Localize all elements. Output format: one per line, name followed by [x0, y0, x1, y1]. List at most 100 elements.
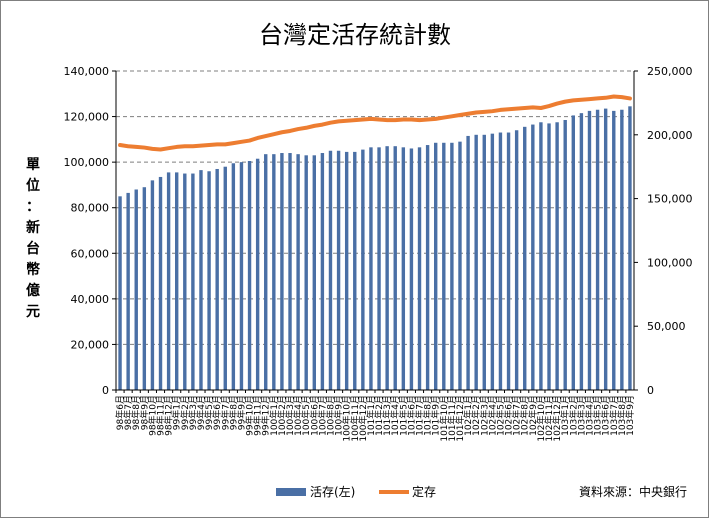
x-tick-label: 100年7月 — [316, 395, 328, 436]
bar — [191, 173, 195, 390]
y-unit-char: 位 — [26, 177, 40, 194]
legend-swatch-demand — [276, 488, 306, 496]
x-tick-label: 99年11月 — [252, 395, 264, 436]
x-tick-label: 101年7月 — [414, 395, 426, 436]
y-unit-char: ： — [26, 199, 40, 215]
bar — [579, 113, 584, 391]
bar — [442, 142, 446, 390]
bar — [336, 150, 341, 390]
bar — [280, 153, 284, 390]
y-unit-char: 單 — [26, 157, 40, 173]
bar — [312, 155, 316, 390]
x-tick-label: 103年9月 — [624, 395, 636, 436]
bar — [563, 119, 567, 391]
x-tick-label: 103年5月 — [592, 395, 604, 436]
x-tick-label: 98年12月 — [163, 395, 175, 436]
x-tick-label: 103年2月 — [567, 395, 579, 436]
bar — [175, 172, 179, 390]
bar — [199, 170, 203, 390]
right-tick-label: 250,000 — [647, 65, 693, 78]
x-tick-label: 102年1月 — [462, 395, 474, 436]
x-tick-label: 102年10月 — [535, 395, 547, 442]
bar — [353, 151, 357, 390]
bar — [215, 168, 219, 390]
x-tick-label: 101年1月 — [365, 395, 377, 436]
x-tick-label: 99年1月 — [171, 395, 183, 430]
x-tick-label: 100年10月 — [341, 395, 353, 442]
x-tick-label: 98年6月 — [114, 395, 126, 430]
time-deposit-line — [118, 94, 632, 152]
x-tick-label: 99年10月 — [244, 395, 256, 436]
line-series-time-deposits — [118, 94, 632, 152]
bar — [393, 146, 397, 390]
bar — [361, 149, 365, 390]
bar — [239, 162, 244, 390]
x-tick-label: 98年8月 — [130, 395, 142, 430]
x-tick-label: 99年8月 — [227, 395, 239, 430]
left-tick-label: 20,000 — [71, 338, 110, 351]
x-tick-label: 102年9月 — [527, 395, 539, 436]
x-tick-label: 101年9月 — [430, 395, 442, 436]
x-tick-label: 98年11月 — [155, 395, 167, 436]
bar — [166, 172, 171, 390]
right-tick-label: 50,000 — [647, 320, 686, 333]
bar — [247, 161, 252, 390]
bar — [150, 180, 155, 390]
right-tick-label: 200,000 — [647, 129, 693, 142]
x-tick-label: 100年3月 — [284, 395, 296, 436]
x-tick-label: 103年6月 — [600, 395, 612, 436]
right-tick-label: 100,000 — [647, 256, 693, 269]
bar — [490, 133, 495, 390]
x-tick-label: 99年9月 — [235, 395, 247, 430]
bar — [603, 108, 608, 390]
bar — [255, 158, 260, 390]
x-tick-label: 102年4月 — [486, 395, 498, 436]
bar — [409, 148, 414, 390]
bar — [344, 151, 349, 390]
left-tick-label: 60,000 — [71, 247, 110, 260]
x-tick-label: 101年8月 — [422, 395, 434, 436]
x-tick-label: 99年2月 — [179, 395, 191, 430]
bar — [458, 141, 462, 390]
x-tick-label: 101年11月 — [446, 395, 458, 442]
bar — [539, 122, 543, 391]
x-tick-label: 103年8月 — [616, 395, 628, 436]
bar — [231, 163, 236, 390]
left-tick-label: 100,000 — [64, 156, 110, 169]
x-tick-label: 99年7月 — [219, 395, 231, 430]
bar — [272, 154, 276, 390]
x-tick-label: 101年3月 — [381, 395, 393, 436]
y-unit-char: 台 — [26, 240, 40, 257]
x-tick-label: 99年6月 — [211, 395, 223, 430]
x-tick-label: 101年2月 — [373, 395, 385, 436]
bar — [142, 187, 147, 390]
bar — [434, 142, 438, 390]
x-tick-label: 100年9月 — [333, 395, 345, 436]
x-tick-label: 98年10月 — [146, 395, 158, 436]
bar — [571, 115, 575, 391]
bar — [506, 132, 511, 390]
bar — [425, 145, 430, 390]
legend-label-time: 定存 — [412, 484, 436, 499]
chart-title: 台灣定活存統計數 — [259, 21, 451, 49]
bar — [595, 109, 600, 391]
bar — [385, 146, 389, 390]
right-tick-label: 0 — [647, 384, 654, 397]
bar — [288, 153, 292, 390]
bar — [620, 109, 624, 391]
right-tick-label: 150,000 — [647, 193, 693, 206]
bar — [377, 147, 381, 390]
left-axis-ticks: 0 20,000 40,000 60,000 80,000 100,000 120,000 1… — [64, 65, 116, 397]
x-tick-label: 100年6月 — [308, 395, 320, 436]
left-tick-label: 80,000 — [71, 202, 110, 215]
bar — [417, 147, 422, 390]
y-unit-char: 億 — [26, 282, 40, 299]
x-tick-label: 100年2月 — [276, 395, 288, 436]
x-tick-label: 103年4月 — [583, 395, 595, 436]
bar — [304, 155, 308, 390]
legend: 活存(左) 定存 — [276, 484, 436, 499]
bar-series-demand-deposits — [118, 106, 632, 391]
x-tick-label: 100年8月 — [324, 395, 336, 436]
